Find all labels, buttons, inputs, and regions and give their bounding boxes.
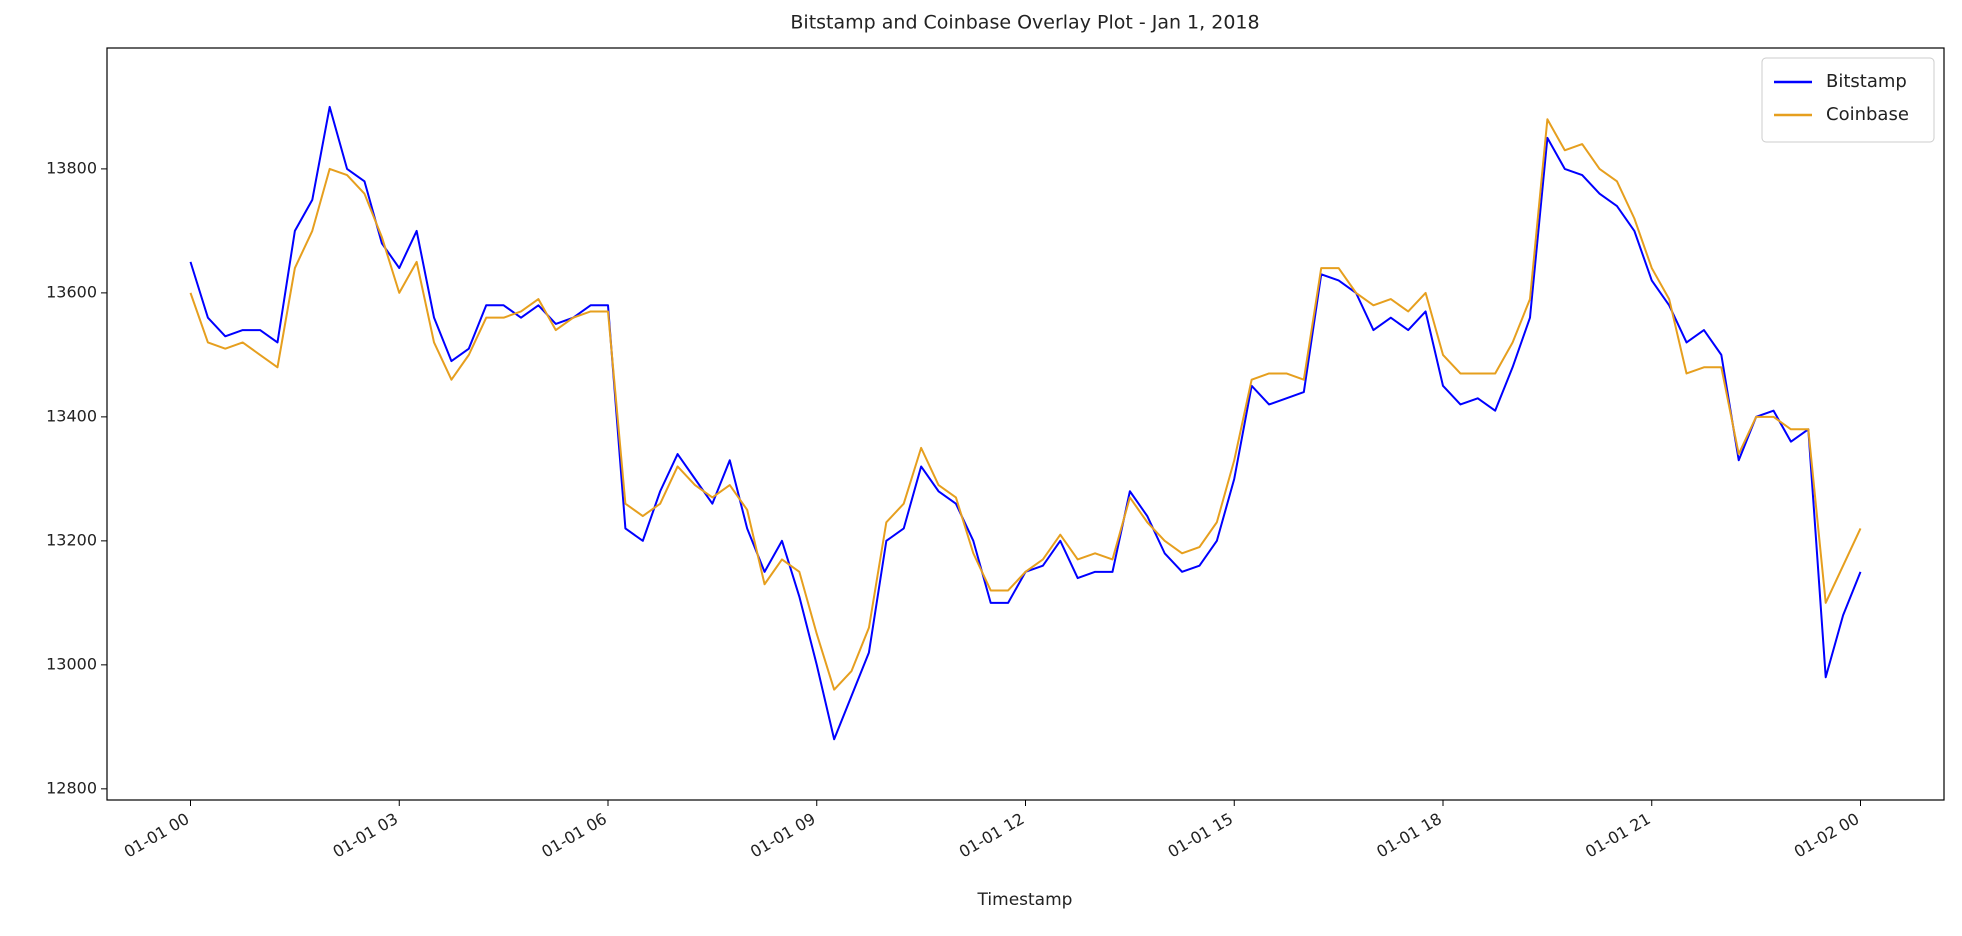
x-tick-label: 01-01 03: [329, 809, 401, 861]
y-tick-label: 13000: [46, 654, 97, 673]
x-tick-label: 01-01 00: [121, 809, 193, 861]
legend-label: Bitstamp: [1826, 71, 1907, 92]
y-tick-label: 13400: [46, 406, 97, 425]
x-tick-label: 01-01 12: [956, 809, 1028, 861]
y-tick-label: 13800: [46, 158, 97, 177]
y-tick-label: 13200: [46, 530, 97, 549]
y-tick-label: 12800: [46, 778, 97, 797]
y-tick-label: 13600: [46, 282, 97, 301]
x-tick-label: 01-01 15: [1164, 809, 1236, 861]
series-line: [189, 105, 1862, 741]
legend-label: Coinbase: [1826, 104, 1909, 125]
series-line: [189, 118, 1862, 691]
legend-box: [1761, 57, 1935, 143]
x-tick-label: 01-01 21: [1582, 809, 1654, 861]
x-tick-label: 01-02 00: [1791, 809, 1863, 861]
plot-frame: [106, 47, 1945, 801]
chart-title: Bitstamp and Coinbase Overlay Plot - Jan…: [790, 12, 1259, 34]
x-tick-label: 01-01 18: [1373, 809, 1445, 861]
x-tick-label: 01-01 09: [747, 809, 819, 861]
x-tick-label: 01-01 06: [538, 809, 610, 861]
x-axis-label: Timestamp: [977, 890, 1073, 910]
